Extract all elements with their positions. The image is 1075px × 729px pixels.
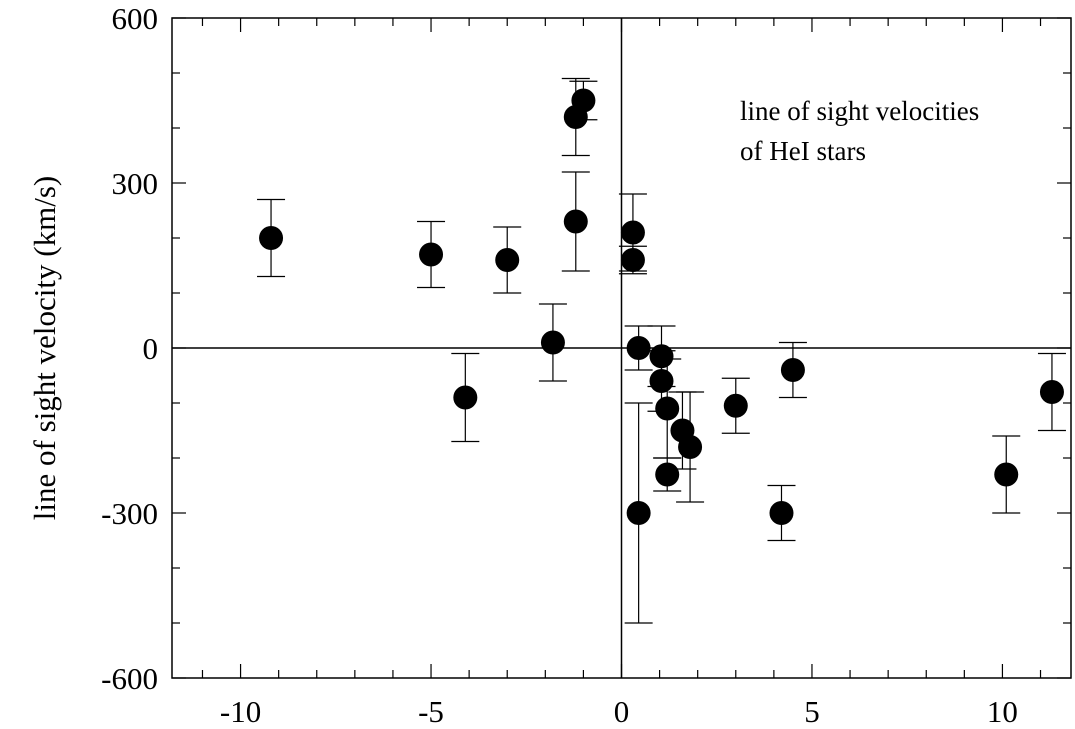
data-point — [678, 435, 703, 459]
data-point — [1039, 380, 1064, 404]
data-point — [571, 88, 596, 113]
data-point — [769, 501, 794, 525]
data-point — [655, 462, 680, 487]
x-tick-label: 5 — [804, 694, 820, 729]
zero-lines — [172, 18, 1071, 678]
annotation-line-2: of HeI stars — [740, 136, 866, 166]
y-tick-label: 600 — [112, 1, 159, 36]
data-point — [655, 396, 680, 421]
data-point — [620, 248, 645, 272]
data-point — [626, 501, 651, 525]
x-tick-label: 10 — [987, 694, 1018, 729]
data-point — [626, 336, 651, 360]
x-tick-label: -10 — [220, 694, 261, 729]
y-tick-label: 300 — [112, 166, 159, 201]
data-point — [540, 330, 565, 355]
data-point — [563, 209, 588, 234]
tick-labels: -600 -300 0 300 600 -10 -5 0 5 10 — [101, 1, 1018, 729]
y-axis-title: line of sight velocity (km/s) — [27, 176, 62, 520]
data-point — [649, 369, 674, 393]
data-point — [780, 358, 805, 382]
annotation-line-1: line of sight velocities — [740, 96, 979, 126]
data-point — [620, 220, 645, 245]
data-point — [495, 248, 520, 272]
data-point — [723, 393, 748, 418]
x-tick-label: 0 — [614, 694, 630, 729]
x-tick-label: -5 — [418, 694, 444, 729]
data-point — [259, 226, 284, 250]
data-point — [419, 242, 444, 267]
data-point — [453, 385, 478, 410]
data-points — [257, 77, 1066, 624]
axis-ticks — [172, 17, 1071, 679]
y-tick-label: 0 — [143, 331, 159, 366]
y-tick-label: -300 — [101, 496, 158, 531]
data-point — [994, 462, 1019, 487]
y-tick-label: -600 — [101, 661, 158, 696]
